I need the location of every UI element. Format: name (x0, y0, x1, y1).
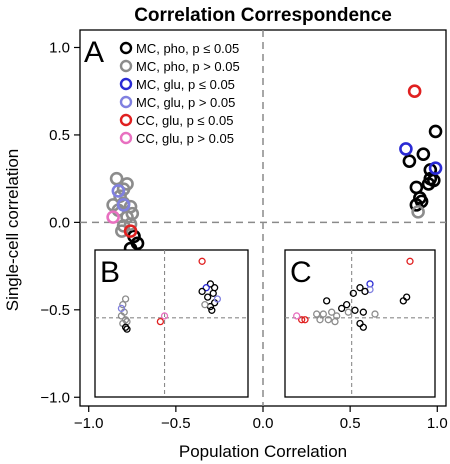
legend-entry: MC, glu, p ≤ 0.05 (136, 77, 235, 92)
panel-label-a: A (84, 36, 104, 69)
data-point-series-1 (120, 177, 134, 191)
inset-point (331, 317, 339, 326)
x-tick-label: 1.0 (427, 415, 448, 432)
data-point-series-0 (409, 198, 424, 212)
data-point-series-2 (399, 142, 413, 156)
data-point-series-0 (426, 173, 441, 188)
inset-point (328, 308, 336, 316)
inset-point (213, 295, 222, 303)
y-tick-label: −1.0 (40, 389, 70, 406)
inset-point (209, 289, 217, 297)
inset-point (343, 301, 351, 309)
inset-b: B (94, 249, 249, 398)
inset-point (301, 316, 309, 324)
x-tick-label: −0.5 (161, 415, 191, 432)
y-tick-label: −0.5 (40, 302, 70, 319)
inset-point (201, 301, 209, 309)
y-tick-label: 1.0 (49, 39, 70, 56)
x-tick-label: −1.0 (74, 415, 104, 432)
data-point-series-2 (428, 161, 443, 175)
inset-point (361, 287, 369, 296)
inset-point (399, 297, 407, 305)
inset-point (319, 310, 327, 318)
inset-point (160, 312, 169, 320)
data-point-series-1 (125, 206, 140, 221)
legend-marker (119, 95, 133, 109)
inset-frame (94, 249, 249, 398)
chart-title: Correlation Correspondence (134, 5, 392, 26)
legend-marker (119, 59, 133, 73)
data-point-series-1 (115, 224, 129, 238)
x-tick-label: 0.5 (340, 415, 361, 432)
legend-entry: MC, pho, p > 0.05 (136, 59, 240, 74)
y-tick-label: 0.5 (49, 127, 70, 144)
data-point-series-0 (413, 191, 427, 205)
inset-point (121, 323, 130, 331)
inset-point (293, 312, 301, 320)
panel-label-b: B (100, 256, 120, 289)
data-point-series-3 (116, 198, 131, 212)
y-tick-label: 0.0 (49, 214, 70, 231)
data-point-series-0 (428, 124, 443, 139)
legend-entry: CC, glu, p > 0.05 (136, 131, 234, 146)
inset-point (344, 308, 352, 316)
inset-point (313, 310, 321, 318)
data-point-series-0 (416, 147, 431, 161)
data-point-series-5 (106, 210, 120, 224)
data-point-series-0 (402, 154, 417, 168)
inset-point (356, 284, 364, 292)
inset-point (324, 316, 332, 324)
inset-point (316, 316, 324, 324)
inset-point (117, 304, 126, 313)
inset-point (198, 257, 206, 265)
inset-point (298, 316, 306, 324)
legend-marker (119, 41, 133, 55)
inset-point (121, 295, 130, 303)
inset-point (371, 310, 379, 318)
legend-marker (119, 131, 133, 145)
inset-point (338, 304, 346, 313)
legend-entry: MC, pho, p ≤ 0.05 (136, 41, 239, 56)
x-tick-label: 0.0 (253, 415, 274, 432)
panel-label-c: C (290, 256, 312, 289)
data-point-series-1 (411, 205, 425, 219)
data-point-series-4 (407, 84, 422, 99)
inset-point (406, 257, 414, 265)
y-axis-label: Single-cell correlation (3, 149, 22, 312)
plot-area: −1.0 −0.5 0.0 0.5 1.0 −1.0 −0.5 0.0 0.5 1.0 A MC, p… (40, 29, 448, 432)
inset-point (206, 280, 215, 288)
inset-point (359, 323, 367, 331)
x-axis-label: Population Correlation (179, 442, 347, 461)
inset-point (117, 312, 126, 320)
legend-marker (119, 113, 133, 127)
inset-point (351, 306, 359, 314)
legend-entry: MC, glu, p > 0.05 (136, 95, 235, 110)
inset-c: C (284, 249, 436, 398)
inset-point (359, 308, 367, 316)
data-point-series-3 (111, 184, 126, 198)
legend-entry: CC, glu, p ≤ 0.05 (136, 113, 233, 128)
inset-point (204, 293, 212, 301)
inset-frame (284, 249, 436, 398)
inset-point (202, 284, 210, 292)
inset-point (123, 325, 131, 333)
data-point-series-1 (109, 171, 124, 186)
inset-point (119, 301, 127, 309)
inset-point (156, 317, 165, 326)
legend-marker (119, 77, 133, 91)
inset-point (323, 297, 331, 305)
inset-point (349, 289, 357, 297)
data-point-series-4 (123, 224, 138, 238)
inset-point (198, 287, 206, 296)
inset-point (208, 306, 216, 314)
